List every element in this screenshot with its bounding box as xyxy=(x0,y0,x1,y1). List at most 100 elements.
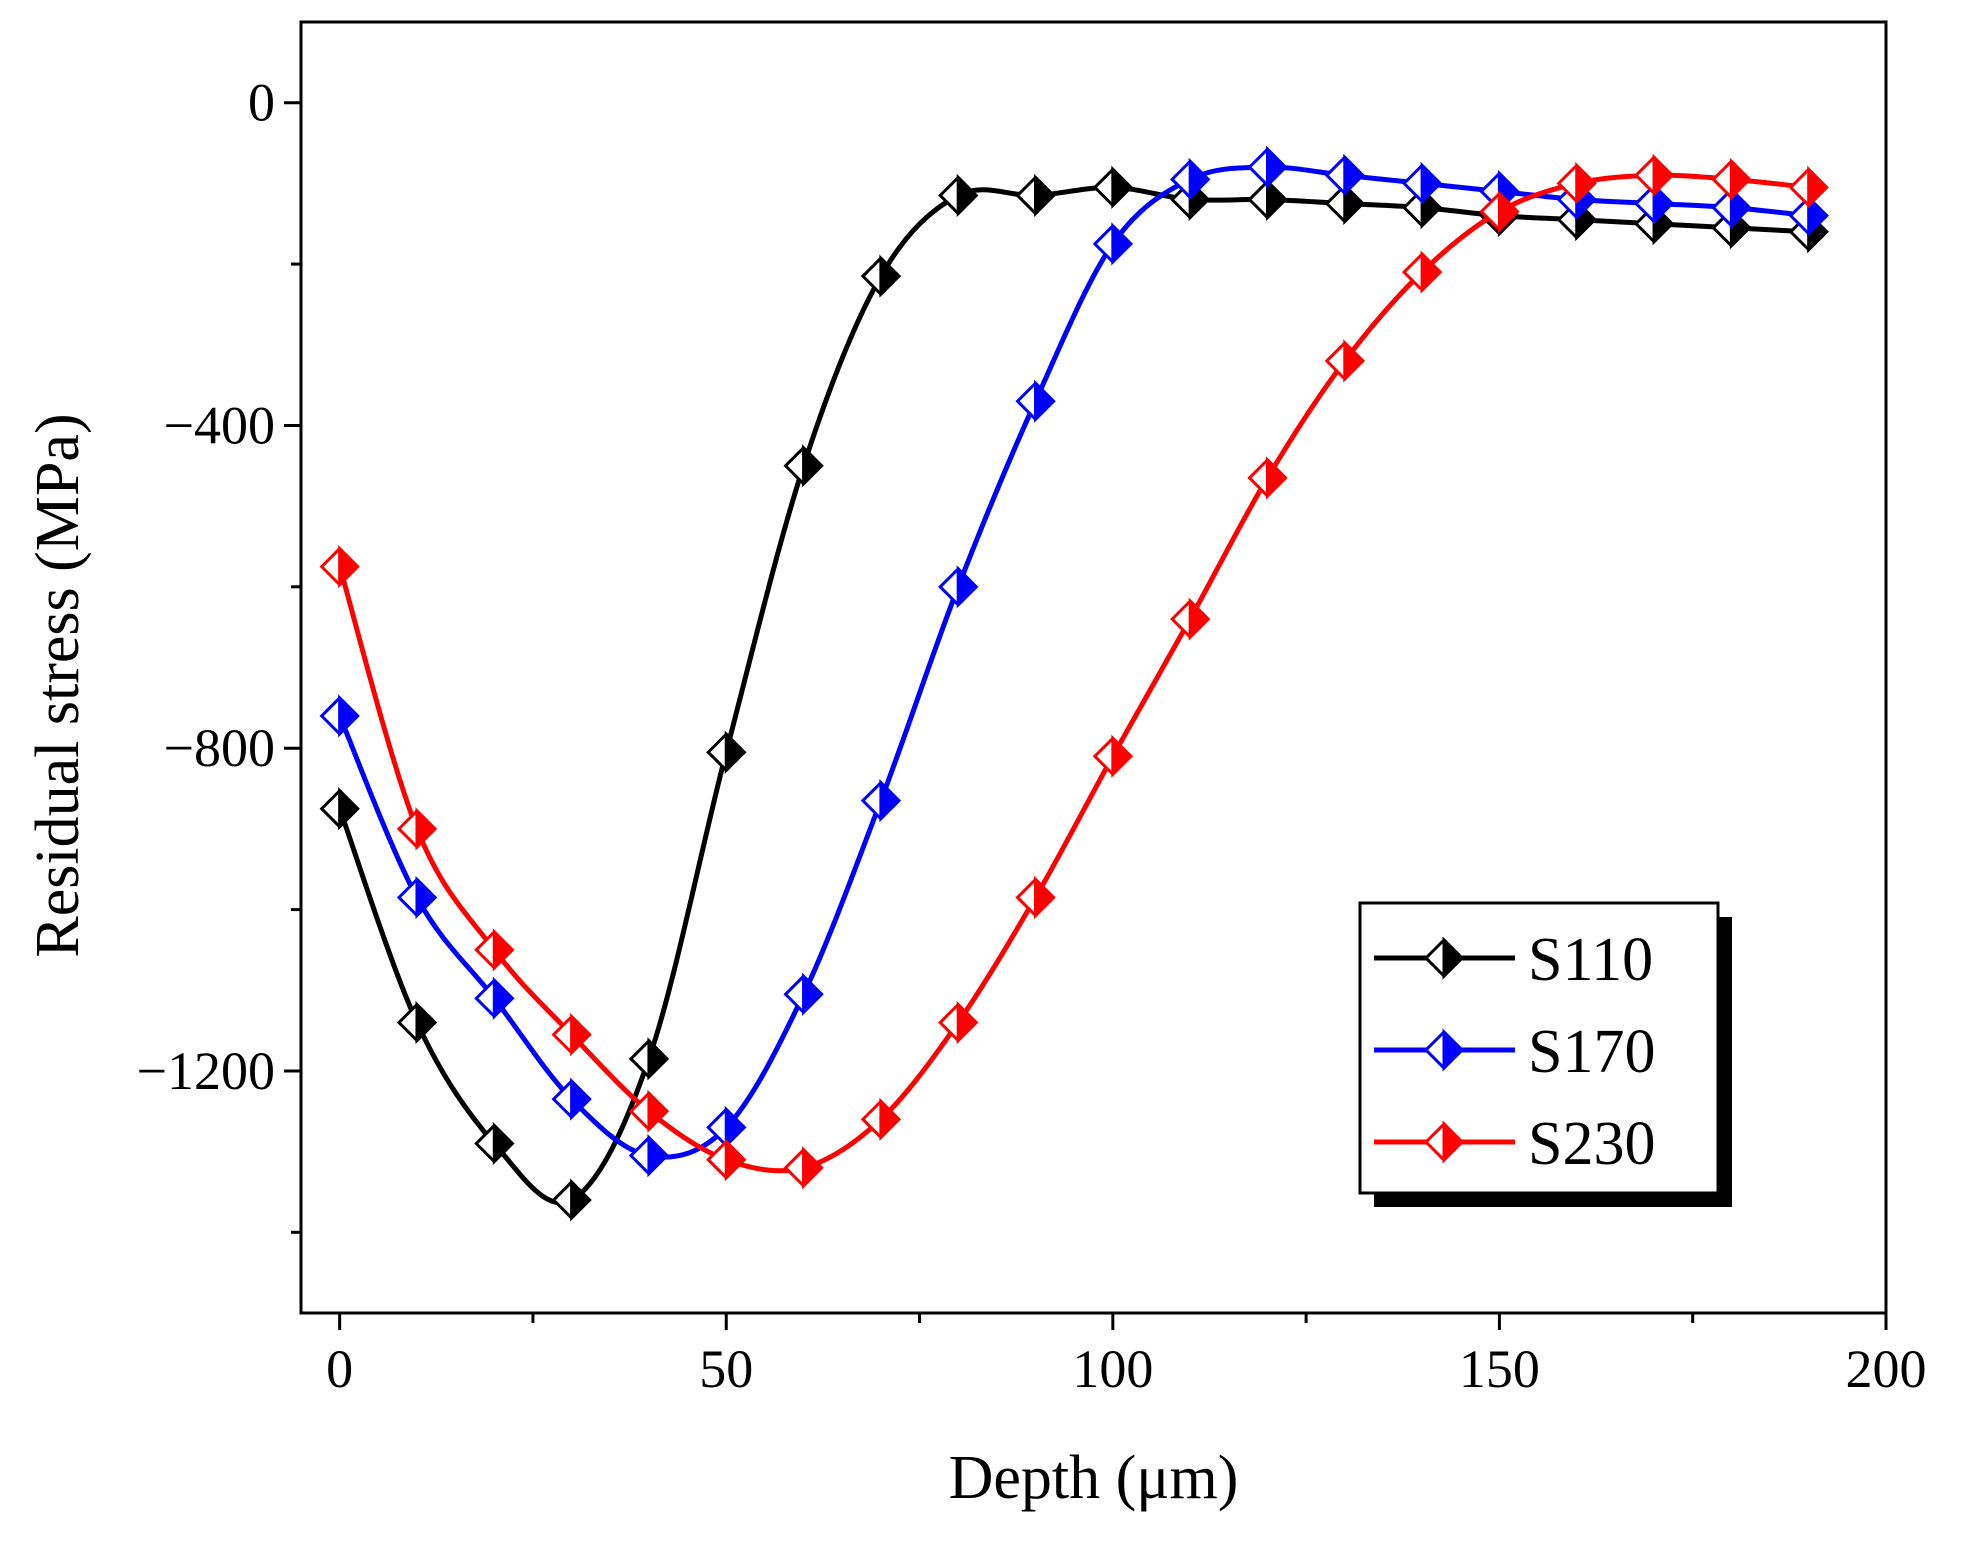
marker-fill xyxy=(415,1000,438,1045)
marker-fill xyxy=(647,1134,670,1178)
data-point xyxy=(628,1089,670,1133)
data-point xyxy=(1401,250,1443,294)
marker-fill xyxy=(802,1146,824,1190)
marker-fill xyxy=(802,444,824,488)
marker-fill xyxy=(1442,1120,1465,1164)
data-point xyxy=(1247,145,1288,189)
data-point xyxy=(628,1134,670,1178)
marker-fill xyxy=(1188,597,1211,641)
marker-fill xyxy=(570,1077,592,1121)
data-point xyxy=(1711,185,1752,230)
data-point xyxy=(1788,194,1829,238)
marker-fill xyxy=(879,1097,901,1141)
legend-marker xyxy=(1423,1120,1465,1164)
marker-fill xyxy=(415,807,438,851)
data-point xyxy=(860,779,901,823)
data-point xyxy=(396,875,438,920)
data-point xyxy=(1015,173,1056,218)
axes-layer: 0 50 100 150 200 0 −400 −800 −1200 xyxy=(137,73,1927,1399)
marker-fill xyxy=(492,1121,515,1166)
marker-fill xyxy=(1034,875,1056,920)
x-tick-label: 50 xyxy=(699,1339,753,1399)
data-point xyxy=(860,1097,901,1141)
legend-item-s170: S170 xyxy=(1374,1018,1655,1086)
data-point xyxy=(783,972,824,1016)
marker-fill xyxy=(724,1105,747,1150)
marker-fill xyxy=(338,694,360,738)
series-line xyxy=(337,172,1809,1174)
y-axis-label: Residual stress (MPa) xyxy=(24,413,92,957)
data-point xyxy=(706,1138,747,1182)
y-tick-label: −1200 xyxy=(137,1041,275,1101)
data-point xyxy=(1324,181,1365,226)
data-point xyxy=(706,1105,747,1150)
data-point xyxy=(551,1013,592,1057)
data-point xyxy=(1401,185,1443,230)
marker-fill xyxy=(415,875,438,920)
data-point xyxy=(396,807,438,851)
data-point xyxy=(551,1077,592,1121)
data-point xyxy=(1633,181,1675,226)
marker-fill xyxy=(1265,177,1288,222)
legend: S110 S170 S230 xyxy=(1358,901,1732,1207)
marker-fill xyxy=(879,254,901,298)
x-tick-label: 150 xyxy=(1459,1339,1540,1399)
data-point xyxy=(1479,189,1520,234)
data-point xyxy=(474,928,515,972)
data-point xyxy=(319,787,360,831)
marker-fill xyxy=(570,1013,592,1057)
marker-fill xyxy=(338,545,360,589)
data-point xyxy=(1324,339,1365,383)
marker-fill xyxy=(647,1037,670,1081)
data-point xyxy=(1556,161,1597,205)
marker-fill xyxy=(1442,1028,1465,1072)
marker-fill xyxy=(1729,185,1752,230)
marker-fill xyxy=(1034,379,1056,423)
data-point xyxy=(551,1178,592,1222)
data-point xyxy=(938,173,979,218)
legend-label: S110 xyxy=(1528,926,1653,994)
data-point xyxy=(1170,597,1211,641)
marker-fill xyxy=(1497,189,1520,234)
marker-fill xyxy=(338,787,360,831)
legend-marker xyxy=(1423,1028,1465,1072)
marker-fill xyxy=(1111,734,1133,778)
marker-fill xyxy=(1807,194,1829,238)
data-point xyxy=(860,254,901,298)
x-tick-label: 200 xyxy=(1846,1339,1927,1399)
data-point xyxy=(1092,222,1133,266)
marker-fill xyxy=(570,1178,592,1222)
data-point xyxy=(1247,177,1288,222)
legend-label: S230 xyxy=(1528,1110,1655,1178)
marker-fill xyxy=(879,779,901,823)
y-tick-label: 0 xyxy=(248,73,275,133)
data-point xyxy=(1015,379,1056,423)
marker-fill xyxy=(802,972,824,1016)
marker-fill xyxy=(1807,165,1829,210)
marker-fill xyxy=(647,1089,670,1133)
legend-item-s110: S110 xyxy=(1374,926,1653,994)
marker-fill xyxy=(1343,339,1365,383)
marker-fill xyxy=(1343,153,1365,197)
data-point xyxy=(938,565,979,609)
x-axis-label: Depth (μm) xyxy=(949,1444,1239,1512)
data-point xyxy=(319,694,360,738)
marker-fill xyxy=(1111,222,1133,266)
y-tick-label: −400 xyxy=(164,395,275,455)
data-point xyxy=(628,1037,670,1081)
y-tick-label: −800 xyxy=(164,718,275,778)
data-point xyxy=(1092,734,1133,778)
x-tick-label: 100 xyxy=(1072,1339,1153,1399)
data-point xyxy=(1170,157,1211,201)
data-point xyxy=(474,1121,515,1166)
marker-fill xyxy=(1652,153,1675,197)
marker-fill xyxy=(1111,165,1133,210)
x-tick-label: 0 xyxy=(326,1339,353,1399)
data-point xyxy=(474,976,515,1020)
data-point xyxy=(1788,165,1829,210)
marker-fill xyxy=(1729,157,1752,201)
marker-fill xyxy=(956,1000,979,1045)
marker-fill xyxy=(724,730,747,774)
